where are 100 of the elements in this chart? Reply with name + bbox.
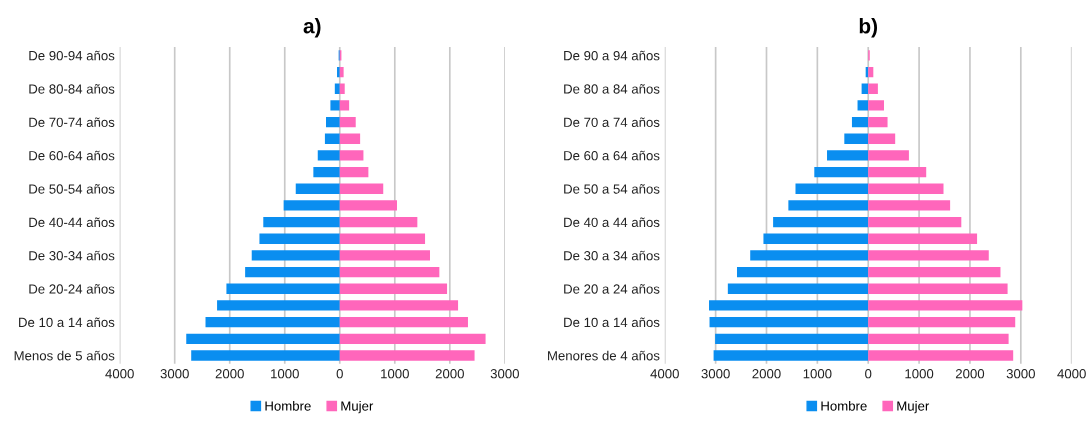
x-tick-label: 2000 xyxy=(955,369,985,379)
bar xyxy=(205,316,340,328)
x-tick-label: 4000 xyxy=(1057,369,1086,379)
bar xyxy=(295,183,340,194)
bar xyxy=(339,250,430,261)
bar xyxy=(339,216,418,228)
bar xyxy=(263,216,340,228)
bar xyxy=(868,233,978,244)
y-tick-label: De 20 a 24 años xyxy=(564,284,660,294)
bar xyxy=(795,183,869,194)
bar xyxy=(326,116,340,128)
bar xyxy=(317,150,340,161)
bar xyxy=(868,350,1014,361)
bar xyxy=(339,83,345,94)
chart-title: b) xyxy=(859,18,878,38)
bar xyxy=(334,83,340,94)
bar xyxy=(330,100,340,111)
y-tick-label: De 20-24 años xyxy=(29,284,115,294)
y-tick-label: De 90 a 94 años xyxy=(564,50,660,61)
bar xyxy=(857,100,869,111)
y-tick-label: De 40 a 44 años xyxy=(564,217,660,228)
bar xyxy=(868,266,1001,278)
bar xyxy=(763,233,869,244)
bar xyxy=(844,133,869,144)
bar xyxy=(827,150,869,161)
bar xyxy=(339,233,426,244)
x-tick-label: 0 xyxy=(865,369,872,379)
y-tick-label: De 70 a 74 años xyxy=(564,117,660,127)
y-tick-label: De 10 a 14 años xyxy=(19,317,115,328)
bar xyxy=(191,350,340,361)
bar xyxy=(750,250,869,261)
bar xyxy=(868,116,888,128)
x-tick-label: 1000 xyxy=(271,369,299,379)
y-tick-label: De 60 a 64 años xyxy=(564,150,660,161)
bar xyxy=(868,200,951,211)
y-tick-label: De 50 a 54 años xyxy=(564,184,660,194)
bar xyxy=(773,216,869,228)
bar xyxy=(283,200,340,211)
bar xyxy=(788,200,869,211)
y-tick-label: Menores de 4 años xyxy=(548,350,660,361)
y-tick-label: De 90-94 años xyxy=(29,50,115,61)
bar xyxy=(709,316,869,328)
y-tick-label: De 30 a 34 años xyxy=(564,250,660,261)
bar xyxy=(324,133,340,144)
bar xyxy=(186,333,340,344)
y-tick-label: Menos de 5 años xyxy=(14,350,115,361)
bar xyxy=(868,100,884,111)
bar xyxy=(339,300,459,311)
bar xyxy=(868,333,1009,344)
chart-title: a) xyxy=(303,18,321,38)
bar xyxy=(709,300,869,311)
x-tick-label: 3000 xyxy=(490,369,519,379)
y-tick-label: De 30-34 años xyxy=(29,250,115,261)
x-tick-label: 1000 xyxy=(905,369,934,379)
bar xyxy=(245,266,340,278)
x-tick-label: 3000 xyxy=(701,369,730,379)
bar xyxy=(339,150,364,161)
bar xyxy=(339,133,361,144)
bar xyxy=(868,283,1008,294)
bar xyxy=(313,166,340,178)
bar xyxy=(339,333,486,344)
bar xyxy=(713,350,869,361)
bar xyxy=(259,233,340,244)
bar xyxy=(217,300,340,311)
bar xyxy=(339,350,475,361)
bar xyxy=(715,333,869,344)
legend-label: Mujer xyxy=(897,401,930,414)
x-tick-label: 2000 xyxy=(435,369,464,379)
bar xyxy=(851,116,869,128)
legend-label: Mujer xyxy=(341,401,374,414)
bar xyxy=(868,250,989,261)
bar xyxy=(868,133,896,144)
bar xyxy=(226,283,340,294)
bar xyxy=(251,250,340,261)
bar xyxy=(868,300,1023,311)
x-tick-label: 2000 xyxy=(215,369,244,379)
bar xyxy=(339,100,350,111)
y-tick-label: De 60-64 años xyxy=(29,150,115,161)
bar xyxy=(736,266,869,278)
bar xyxy=(339,283,448,294)
bar xyxy=(868,150,909,161)
bar xyxy=(339,116,356,128)
y-tick-label: De 70-74 años xyxy=(29,117,115,127)
bar xyxy=(337,66,340,78)
bar xyxy=(339,200,397,211)
bar xyxy=(868,183,944,194)
y-tick-label: De 80 a 84 años xyxy=(564,84,660,94)
y-tick-label: De 10 a 14 años xyxy=(564,317,660,328)
y-tick-label: De 80-84 años xyxy=(29,84,115,94)
legend-label: Hombre xyxy=(821,401,867,411)
bar xyxy=(339,66,344,78)
x-tick-label: 3000 xyxy=(1006,369,1035,379)
bar xyxy=(727,283,869,294)
bar xyxy=(868,66,874,78)
x-tick-label: 1000 xyxy=(803,369,832,379)
bar xyxy=(339,166,369,178)
bar xyxy=(339,266,440,278)
bar xyxy=(868,316,1016,328)
legend-label: Hombre xyxy=(265,401,311,411)
x-tick-label: 4000 xyxy=(105,369,134,379)
